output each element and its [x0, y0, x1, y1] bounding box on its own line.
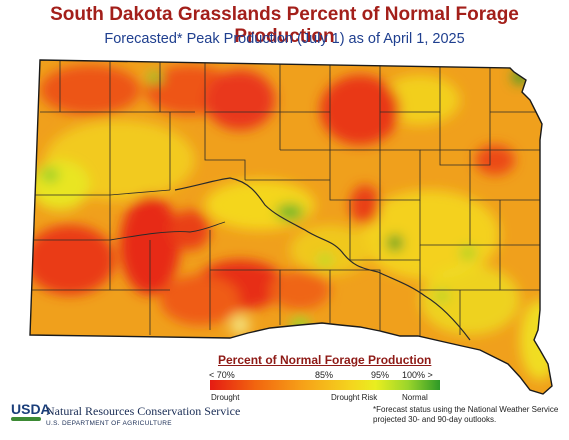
usda-logo-swoosh	[11, 417, 41, 421]
usda-logo: USDA	[11, 401, 51, 417]
legend-tick-95: 95%	[371, 370, 390, 380]
legend-colorbar	[210, 380, 440, 390]
forage-heatmap	[30, 60, 552, 394]
cheyenne-river	[109, 221, 226, 241]
legend-title: Percent of Normal Forage Production	[218, 353, 432, 367]
map-title: South Dakota Grasslands Percent of Norma…	[50, 4, 519, 47]
map-subtitle: Forecasted* Peak Production (July 1) as …	[104, 31, 465, 47]
missouri-river	[174, 177, 471, 341]
legend-category-drought-risk: Drought Risk	[331, 393, 378, 402]
agency-name: Natural Resources Conservation Service	[46, 404, 241, 418]
forecast-footnote: *Forecast status using the National Weat…	[373, 405, 559, 424]
legend-tick-70: < 70%	[209, 370, 235, 380]
legend-tick-100: 100% >	[402, 370, 433, 380]
department-name: U.S. DEPARTMENT OF AGRICULTURE	[46, 420, 172, 427]
legend-tick-85: 85%	[315, 370, 334, 380]
legend-category-normal: Normal	[402, 393, 428, 402]
legend-category-drought: Drought	[211, 393, 240, 402]
